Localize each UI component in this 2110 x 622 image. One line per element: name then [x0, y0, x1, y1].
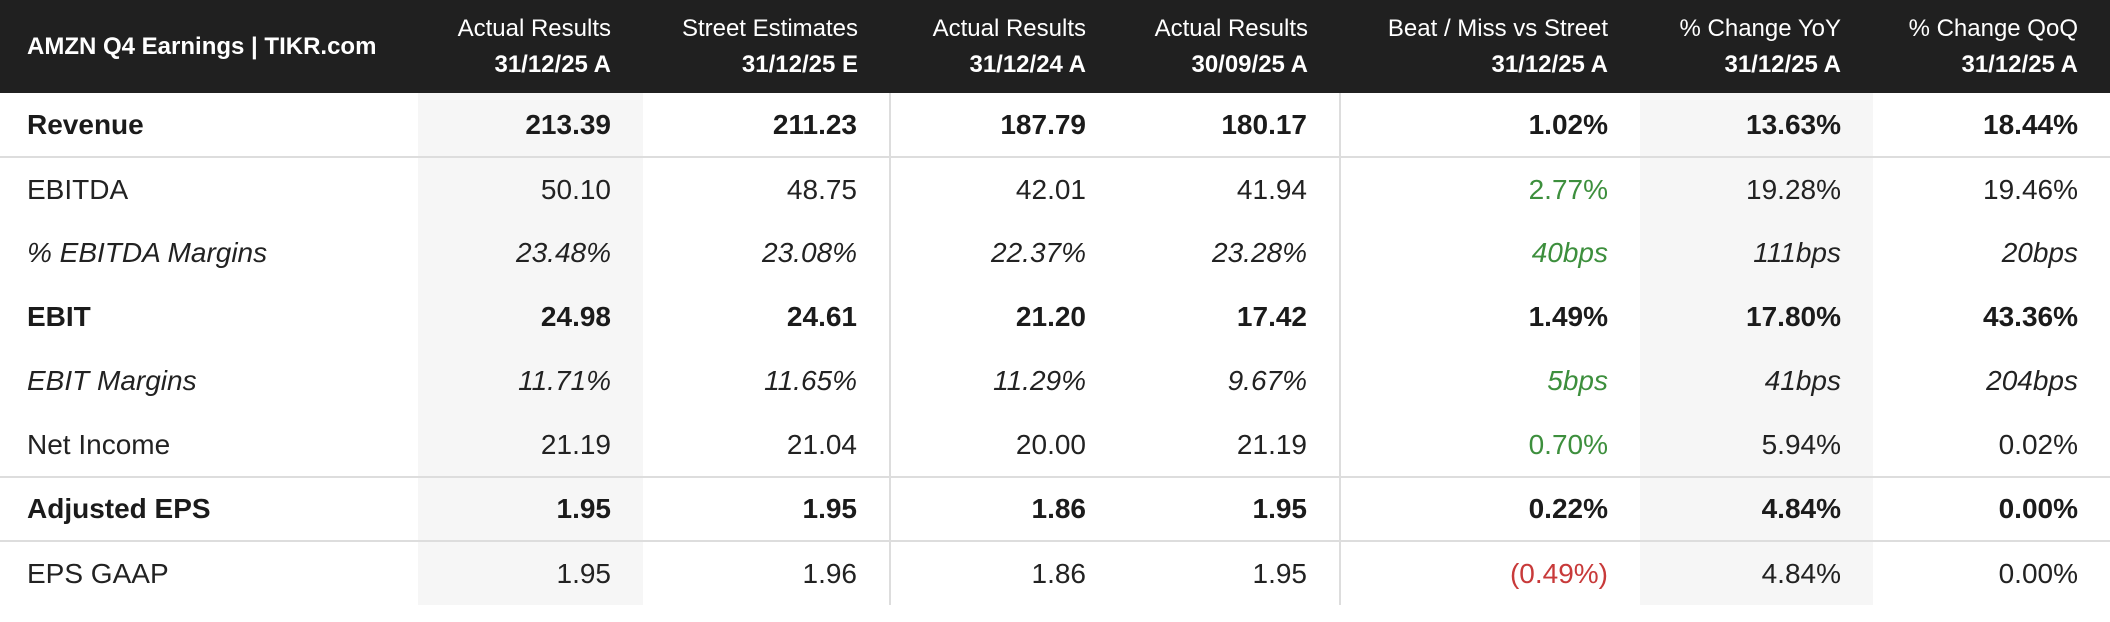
table-cell: 2.77% — [1340, 156, 1640, 221]
table-cell: 1.49% — [1528, 301, 1608, 332]
table-cell: 1.86 — [890, 540, 1118, 605]
table-cell: 0.02% — [1998, 428, 2078, 460]
table-cell: 42.01 — [890, 156, 1118, 221]
table-cell: 40bps — [1531, 237, 1608, 268]
table-cell: 187.79 — [1000, 108, 1086, 140]
table-cell: 11.65% — [643, 349, 891, 413]
table-cell: 213.39 — [418, 93, 643, 157]
table-cell: 21.04 — [643, 413, 891, 477]
row-label: EBIT — [27, 301, 91, 332]
table-cell: (0.49%) — [1340, 540, 1640, 605]
table-cell: 17.80% — [1640, 285, 1873, 349]
table-cell: 23.48% — [418, 221, 643, 285]
table-cell: 1.95 — [1118, 540, 1341, 605]
table-cell: 0.22% — [1340, 476, 1640, 541]
row-label: EBIT Margins — [27, 365, 197, 396]
column-header-date: 31/12/25 A — [1961, 50, 2078, 78]
column-header-label: Street Estimates — [681, 14, 858, 42]
table-cell: 1.95 — [418, 476, 643, 541]
column-header-date: 31/12/25 E — [741, 50, 858, 78]
table-cell: 180.17 — [1118, 93, 1341, 157]
table-cell: 9.67% — [1118, 349, 1341, 413]
table-cell: 1.95 — [643, 476, 891, 541]
column-header-date: 31/12/24 A — [969, 50, 1086, 78]
table-row: % EBITDA Margins 23.48% 23.08% 22.37% 23… — [0, 221, 2110, 285]
column-header: Actual Results 31/12/25 A — [418, 0, 643, 93]
table-cell: 41bps — [1640, 349, 1873, 413]
column-header-label: Actual Results — [457, 14, 611, 42]
table-cell: 5bps — [1547, 365, 1608, 396]
column-header-date: 31/12/25 A — [1491, 50, 1608, 78]
table-header-row: AMZN Q4 Earnings | TIKR.com Actual Resul… — [0, 0, 2110, 93]
table-cell: 11.29% — [993, 365, 1086, 396]
earnings-table: AMZN Q4 Earnings | TIKR.com Actual Resul… — [0, 0, 2110, 605]
table-cell: 23.28% — [1118, 221, 1341, 285]
column-header: % Change QoQ 31/12/25 A — [1873, 0, 2110, 93]
column-header: Beat / Miss vs Street 31/12/25 A — [1340, 0, 1640, 93]
table-cell: 4.84% — [1640, 540, 1873, 605]
column-header: Actual Results 31/12/24 A — [890, 0, 1118, 93]
column-header-date: 30/09/25 A — [1191, 50, 1308, 78]
row-label: Adjusted EPS — [0, 476, 418, 541]
table-cell: 19.28% — [1640, 156, 1873, 221]
table-cell: 17.42 — [1118, 285, 1341, 349]
column-header-label: % Change YoY — [1679, 14, 1841, 42]
table-cell: 4.84% — [1640, 476, 1873, 541]
column-header: Street Estimates 31/12/25 E — [643, 0, 890, 93]
table-cell: 23.08% — [643, 221, 891, 285]
column-header-label: Beat / Miss vs Street — [1387, 14, 1608, 42]
table-cell: 21.20 — [1015, 301, 1086, 332]
earnings-table-container: AMZN Q4 Earnings | TIKR.com Actual Resul… — [0, 0, 2110, 605]
table-cell: 50.10 — [418, 156, 643, 221]
table-title: AMZN Q4 Earnings | TIKR.com — [27, 32, 377, 60]
table-row: EPS GAAP 1.95 1.96 1.86 1.95 (0.49%) 4.8… — [0, 540, 2110, 605]
row-label: % EBITDA Margins — [27, 237, 268, 268]
table-cell: 21.19 — [1118, 413, 1341, 477]
table-cell: 48.75 — [643, 156, 891, 221]
column-header-label: Actual Results — [932, 14, 1086, 42]
table-cell: 43.36% — [1983, 301, 2078, 332]
table-cell: 204bps — [1986, 365, 2078, 396]
table-row: Net Income 21.19 21.04 20.00 21.19 0.70%… — [0, 413, 2110, 477]
table-cell: 41.94 — [1118, 156, 1341, 221]
table-cell: 1.86 — [890, 476, 1118, 541]
table-cell: 0.70% — [1528, 428, 1608, 460]
table-cell: 1.95 — [418, 540, 643, 605]
row-label: EBITDA — [0, 156, 418, 221]
table-cell: 111bps — [1640, 221, 1873, 285]
row-label: EPS GAAP — [0, 540, 418, 605]
table-cell: 1.96 — [643, 540, 891, 605]
table-cell: 22.37% — [991, 237, 1086, 268]
table-cell: 11.71% — [418, 349, 643, 413]
column-header: Actual Results 30/09/25 A — [1118, 0, 1340, 93]
table-row: Revenue 213.39 211.23 187.79 180.17 1.02… — [0, 93, 2110, 157]
table-row: EBIT 24.98 24.61 21.20 17.42 1.49% 17.80… — [0, 285, 2110, 349]
table-cell: 1.02% — [1528, 108, 1608, 140]
table-row: Adjusted EPS 1.95 1.95 1.86 1.95 0.22% 4… — [0, 476, 2110, 541]
table-cell: 13.63% — [1640, 93, 1873, 157]
table-cell: 19.46% — [1873, 156, 2110, 221]
table-cell: 24.98 — [418, 285, 643, 349]
table-cell: 24.61 — [643, 285, 891, 349]
row-label: Revenue — [27, 108, 144, 140]
column-header-label: % Change QoQ — [1908, 14, 2078, 42]
table-cell: 21.19 — [418, 413, 643, 477]
table-cell: 18.44% — [1983, 108, 2078, 140]
table-row: EBITDA 50.10 48.75 42.01 41.94 2.77% 19.… — [0, 156, 2110, 221]
table-cell: 211.23 — [643, 93, 891, 157]
row-label: Net Income — [27, 428, 171, 460]
column-header-label: Actual Results — [1154, 14, 1308, 42]
table-cell: 1.95 — [1118, 476, 1341, 541]
table-cell: 20bps — [2001, 237, 2078, 268]
table-cell: 20.00 — [1015, 428, 1086, 460]
column-header: % Change YoY 31/12/25 A — [1640, 0, 1873, 93]
column-header-date: 31/12/25 A — [1724, 50, 1841, 78]
column-header-date: 31/12/25 A — [494, 50, 611, 78]
table-cell: 0.00% — [1873, 540, 2110, 605]
table-cell: 0.00% — [1873, 476, 2110, 541]
table-row: EBIT Margins 11.71% 11.65% 11.29% 9.67% … — [0, 349, 2110, 413]
table-cell: 5.94% — [1640, 413, 1873, 477]
